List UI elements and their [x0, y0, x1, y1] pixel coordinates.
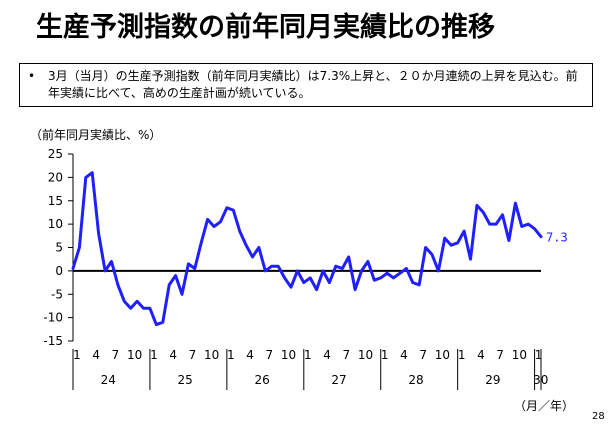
x-month-tick-label: 10: [127, 348, 142, 362]
x-year-label: 29: [485, 373, 500, 387]
x-year-label: 28: [408, 373, 423, 387]
y-tick-label: -5: [51, 287, 63, 301]
summary-note-text: 3月（当月）の生産予測指数（前年同月実績比）は7.3%上昇と、２０か月連続の上昇…: [48, 69, 578, 100]
x-year-label: 26: [254, 373, 269, 387]
x-month-tick-label: 4: [400, 348, 408, 362]
y-axis: 25 20 15 10 5 0 -5 -10 -15: [43, 147, 74, 348]
summary-note-box: • 3月（当月）の生産予測指数（前年同月実績比）は7.3%上昇と、２０か月連続の…: [19, 63, 593, 107]
y-tick-label: 5: [55, 241, 63, 255]
x-month-tick-label: 1: [304, 348, 312, 362]
y-tick-label: 10: [48, 217, 63, 231]
page-number: 28: [592, 411, 605, 422]
y-tick-label: 15: [48, 194, 63, 208]
x-year-label: 25: [178, 373, 193, 387]
x-axis-unit-label: （月／年）: [514, 399, 575, 413]
x-month-tick-label: 10: [358, 348, 373, 362]
x-month-tick-label: 4: [477, 348, 485, 362]
x-month-tick-label: 7: [342, 348, 350, 362]
x-month-tick-label: 10: [435, 348, 450, 362]
y-axis-unit-label: （前年同月実績比、%）: [30, 128, 162, 142]
x-month-tick-label: 1: [150, 348, 158, 362]
y-tick-label: -15: [43, 334, 63, 348]
page-title: 生産予測指数の前年同月実績比の推移: [36, 12, 495, 43]
x-month-tick-label: 10: [281, 348, 296, 362]
series-group: 7.3: [71, 171, 568, 327]
x-month-tick-label: 7: [112, 348, 120, 362]
x-month-tick-label: 4: [323, 348, 331, 362]
x-month-tick-label: 1: [458, 348, 466, 362]
x-month-tick-label: 4: [92, 348, 100, 362]
y-tick-label: -10: [43, 311, 63, 325]
x-month-tick-label: 7: [419, 348, 427, 362]
x-month-tick-label: 1: [73, 348, 81, 362]
x-month-tick-label: 10: [204, 348, 219, 362]
y-tick-label: 20: [48, 170, 63, 184]
x-month-tick-label: 7: [496, 348, 504, 362]
x-month-tick-label: 7: [266, 348, 274, 362]
x-year-label: 27: [331, 373, 346, 387]
x-year-label: 24: [101, 373, 116, 387]
x-month-tick-label: 1: [535, 348, 543, 362]
bullet-icon: •: [28, 69, 36, 83]
y-tick-label: 25: [48, 147, 63, 161]
x-month-tick-label: 1: [381, 348, 389, 362]
x-month-tick-label: 10: [512, 348, 527, 362]
x-month-tick-label: 4: [246, 348, 254, 362]
end-value-label: 7.3: [546, 231, 568, 245]
x-month-tick-label: 7: [189, 348, 197, 362]
x-month-tick-label: 4: [169, 348, 177, 362]
x-year-label: 30: [533, 373, 548, 387]
x-month-tick-label: 1: [227, 348, 235, 362]
series-line: [71, 171, 543, 327]
y-tick-label: 0: [55, 264, 63, 278]
